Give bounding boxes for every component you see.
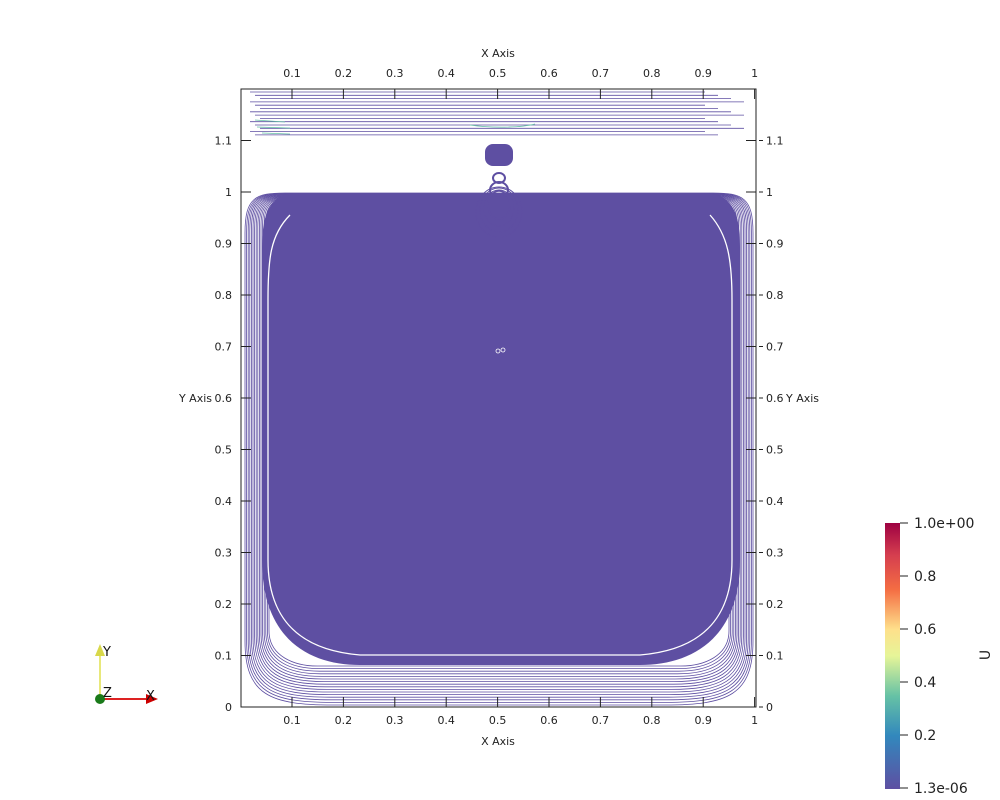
x-tick-label-bottom: 1 xyxy=(751,714,758,727)
x-axis-top: 0.1 0.2 0.3 0.4 0.5 0.6 0.7 0.8 0.9 1 xyxy=(283,67,758,99)
x-tick-label-bottom: 0.9 xyxy=(694,714,712,727)
color-bar-label: 0.4 xyxy=(914,675,936,691)
color-bar-label: 0.8 xyxy=(914,569,936,585)
color-bar-label: 1.3e-06 xyxy=(914,781,968,797)
contour-line xyxy=(244,192,754,706)
color-bar-title: U xyxy=(978,650,994,660)
x-tick-label-bottom: 0.7 xyxy=(592,714,610,727)
contour-line xyxy=(246,193,752,703)
color-bar xyxy=(885,523,900,789)
x-tick-label-bottom: 0.5 xyxy=(489,714,507,727)
y-tick-label-left: 0.1 xyxy=(215,650,233,663)
y-tick-label-right: 0.8 xyxy=(766,289,784,302)
jet-region xyxy=(475,144,523,354)
orientation-y-label: Y xyxy=(102,645,111,660)
y-tick-label-left: 0.6 xyxy=(215,392,233,405)
y-axis-title-right: Y Axis xyxy=(785,392,819,405)
contour-plot xyxy=(244,91,754,706)
color-bar-label: 0.6 xyxy=(914,622,936,638)
y-tick-label-right: 0.1 xyxy=(766,650,784,663)
x-tick-label-top: 0.6 xyxy=(540,67,558,80)
x-tick-label-bottom: 0.3 xyxy=(386,714,404,727)
x-tick-label-top: 0.7 xyxy=(592,67,610,80)
y-tick-label-left: 1.1 xyxy=(215,135,233,148)
contour-line xyxy=(247,193,751,701)
y-tick-label-left: 0.5 xyxy=(215,444,233,457)
low-velocity-region xyxy=(262,193,740,665)
y-axis-right: 0 0.1 0.2 0.3 0.4 0.5 0.6 0.7 0.8 0.9 1 1.1 xyxy=(746,135,784,714)
y-tick-label-right: 0.4 xyxy=(766,495,784,508)
x-tick-label-top: 0.1 xyxy=(283,67,301,80)
x-axis-title-top: X Axis xyxy=(481,47,515,60)
x-tick-label-bottom: 0.4 xyxy=(437,714,455,727)
x-tick-label-top: 0.2 xyxy=(335,67,353,80)
y-tick-label-left: 0.3 xyxy=(215,547,233,560)
x-tick-label-top: 0.3 xyxy=(386,67,404,80)
corner-eddy-contours xyxy=(254,119,536,135)
y-axis-left: 0 0.1 0.2 0.3 0.4 0.5 0.6 0.7 0.8 0.9 1 1.1 xyxy=(215,135,251,714)
y-tick-label-right: 0.5 xyxy=(766,444,784,457)
x-tick-label-top: 0.5 xyxy=(489,67,507,80)
x-axis-title-bottom: X Axis xyxy=(481,735,515,748)
y-tick-label-right: 1.1 xyxy=(766,135,784,148)
contour-line xyxy=(252,194,746,693)
inner-contour-line xyxy=(267,214,733,656)
y-tick-label-left: 1 xyxy=(225,186,232,199)
contour-line xyxy=(251,194,747,695)
x-tick-label-bottom: 0.6 xyxy=(540,714,558,727)
y-tick-label-left: 0.9 xyxy=(215,238,233,251)
y-tick-label-right: 0.6 xyxy=(766,392,784,405)
orientation-x-label: X xyxy=(146,689,155,704)
y-tick-label-left: 0 xyxy=(225,701,232,714)
contour-line xyxy=(249,193,749,698)
color-bar-label: 0.2 xyxy=(914,728,936,744)
y-tick-label-left: 0.2 xyxy=(215,598,233,611)
y-tick-label-left: 0.7 xyxy=(215,341,233,354)
orientation-z-label: Z xyxy=(103,686,112,701)
x-tick-label-bottom: 0.2 xyxy=(335,714,353,727)
y-tick-label-right: 0.3 xyxy=(766,547,784,560)
y-tick-label-left: 0.4 xyxy=(215,495,233,508)
x-tick-label-top: 0.8 xyxy=(643,67,661,80)
y-tick-label-right: 1 xyxy=(766,186,773,199)
x-tick-label-top: 0.4 xyxy=(437,67,455,80)
y-axis-title-left: Y Axis xyxy=(178,392,212,405)
x-tick-label-bottom: 0.8 xyxy=(643,714,661,727)
lid-contour-lines xyxy=(250,91,744,136)
x-tick-label-bottom: 0.1 xyxy=(283,714,301,727)
x-tick-label-top: 1 xyxy=(751,67,758,80)
color-bar-label: 1.0e+00 xyxy=(914,516,974,532)
x-tick-label-top: 0.9 xyxy=(694,67,712,80)
color-legend: 1.0e+00 0.8 0.6 0.4 0.2 1.3e-06 U xyxy=(885,516,994,797)
orientation-axes: Y X Z xyxy=(95,644,158,704)
x-axis-bottom: 0.1 0.2 0.3 0.4 0.5 0.6 0.7 0.8 0.9 1 xyxy=(283,697,758,727)
y-tick-label-left: 0.8 xyxy=(215,289,233,302)
y-tick-label-right: 0 xyxy=(766,701,773,714)
y-tick-label-right: 0.7 xyxy=(766,341,784,354)
y-tick-label-right: 0.9 xyxy=(766,238,784,251)
y-tick-label-right: 0.2 xyxy=(766,598,784,611)
